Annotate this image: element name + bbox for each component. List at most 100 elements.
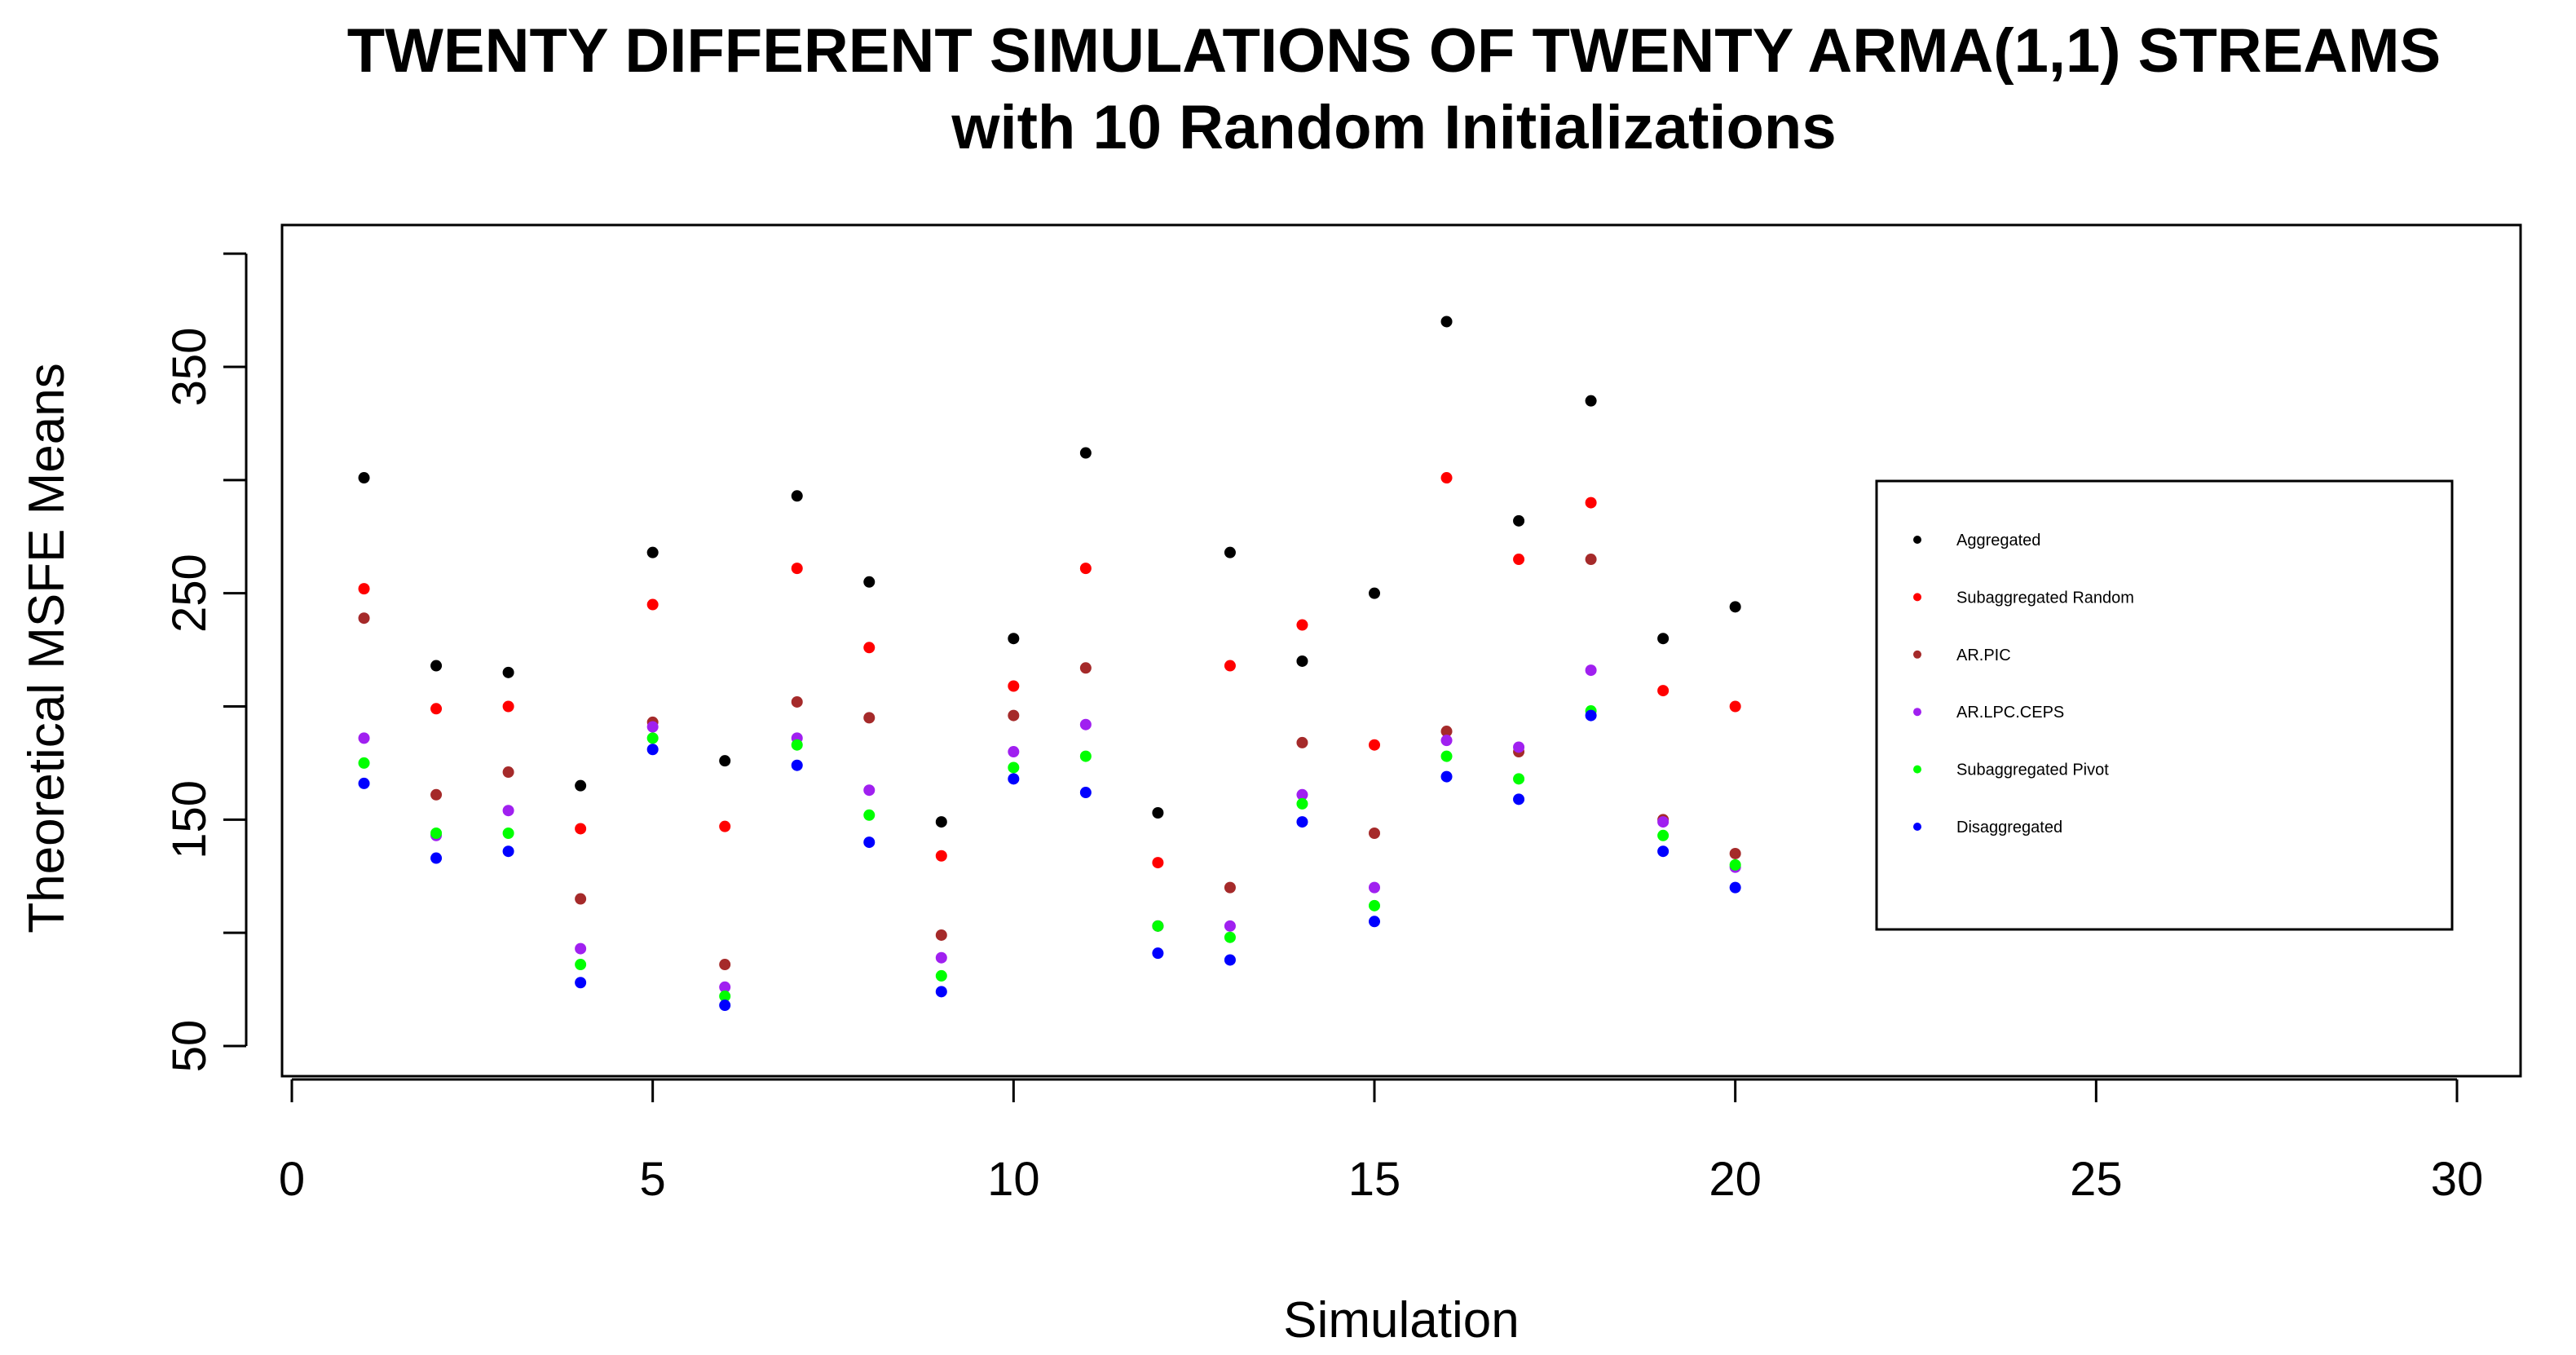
data-point	[1224, 931, 1236, 943]
x-axis-label: Simulation	[1283, 1292, 1519, 1348]
data-point	[1079, 718, 1092, 730]
data-point	[646, 744, 659, 756]
data-point	[1224, 881, 1236, 894]
legend-items: Aggregated Subaggregated Random AR.PIC AR.L…	[1913, 532, 2134, 836]
data-point	[430, 827, 443, 839]
legend-label: Subaggregated Pivot	[1956, 761, 2109, 779]
data-point	[719, 990, 731, 1002]
data-point	[1079, 447, 1092, 459]
y-tick-label: 50	[163, 1020, 216, 1073]
data-point	[1513, 773, 1525, 785]
data-point	[1440, 472, 1453, 484]
x-tick-label: 15	[1348, 1153, 1401, 1206]
x-tick-label: 30	[2431, 1153, 2484, 1206]
data-point	[1513, 793, 1525, 805]
data-point	[646, 546, 659, 558]
data-point	[1585, 554, 1597, 566]
data-point	[1585, 395, 1597, 407]
legend-item: AR.PIC	[1913, 647, 2011, 664]
data-point	[791, 759, 803, 771]
data-point	[1585, 497, 1597, 509]
data-point	[1585, 709, 1597, 722]
data-point	[863, 809, 876, 821]
data-point	[1224, 920, 1236, 932]
data-point	[863, 836, 876, 849]
legend-label: Disaggregated	[1956, 819, 2062, 836]
data-point	[502, 666, 514, 678]
legend-label: AR.PIC	[1956, 647, 2011, 664]
plot-frame	[280, 223, 2522, 1078]
series-subaggregated-random	[358, 472, 1741, 869]
data-point	[358, 757, 370, 769]
legend-box	[1875, 479, 2454, 931]
data-point	[791, 490, 803, 502]
data-point	[1657, 685, 1670, 697]
data-point	[1008, 709, 1020, 722]
series-aggregated	[358, 316, 1741, 828]
data-point	[502, 845, 514, 858]
legend-item: Subaggregated Pivot	[1913, 761, 2109, 779]
data-point	[1224, 546, 1236, 558]
data-point	[1585, 664, 1597, 677]
data-point	[719, 1000, 731, 1012]
data-point	[502, 827, 514, 839]
legend-marker	[1913, 765, 1921, 774]
data-point	[1296, 816, 1308, 828]
data-point	[719, 755, 731, 767]
legend: Aggregated Subaggregated Random AR.PIC AR.L…	[1875, 479, 2454, 931]
data-point	[719, 820, 731, 832]
data-point	[646, 721, 659, 733]
data-point	[502, 700, 514, 713]
data-point	[1369, 881, 1380, 894]
legend-item: Disaggregated	[1913, 819, 2062, 836]
legend-label: Aggregated	[1956, 532, 2040, 550]
data-point	[1296, 655, 1308, 667]
data-point	[575, 959, 587, 971]
data-points	[358, 316, 1741, 1012]
series-disaggregated	[358, 709, 1741, 1012]
data-point	[1008, 633, 1020, 645]
data-point	[1513, 514, 1525, 527]
data-point	[719, 981, 731, 993]
legend-marker	[1913, 650, 1921, 659]
data-point	[1440, 750, 1453, 762]
data-point	[863, 784, 876, 797]
data-point	[1296, 788, 1308, 801]
data-point	[430, 703, 443, 715]
data-point	[1440, 726, 1453, 738]
data-point	[1008, 773, 1020, 785]
x-tick-label: 25	[2070, 1153, 2123, 1206]
data-point	[1369, 899, 1380, 911]
data-point	[575, 942, 587, 955]
data-point	[1440, 770, 1453, 783]
y-tick-label: 150	[163, 780, 216, 859]
data-point	[1369, 916, 1380, 928]
data-point	[935, 816, 947, 828]
data-point	[1224, 954, 1236, 966]
data-point	[791, 695, 803, 708]
data-point	[1079, 662, 1092, 674]
data-point	[791, 563, 803, 575]
data-point	[1657, 829, 1670, 841]
data-point	[1079, 787, 1092, 799]
data-point	[1729, 881, 1741, 894]
data-point	[575, 779, 587, 792]
data-point	[935, 850, 947, 862]
legend-label: AR.LPC.CEPS	[1956, 704, 2064, 722]
data-point	[502, 805, 514, 817]
data-point	[1296, 797, 1308, 810]
data-point	[1008, 761, 1020, 774]
data-point	[358, 583, 370, 595]
chart-subtitle: with 10 Random Initializations	[951, 93, 1836, 162]
data-point	[1440, 735, 1453, 747]
y-tick-label: 250	[163, 554, 216, 633]
data-point	[935, 929, 947, 941]
series-ar-lpc-ceps	[358, 664, 1741, 993]
data-point	[1513, 554, 1525, 566]
legend-item: Subaggregated Random	[1913, 589, 2134, 607]
series-ar-pic	[358, 554, 1741, 971]
data-point	[575, 977, 587, 989]
data-point	[1440, 316, 1453, 328]
data-point	[1657, 845, 1670, 858]
